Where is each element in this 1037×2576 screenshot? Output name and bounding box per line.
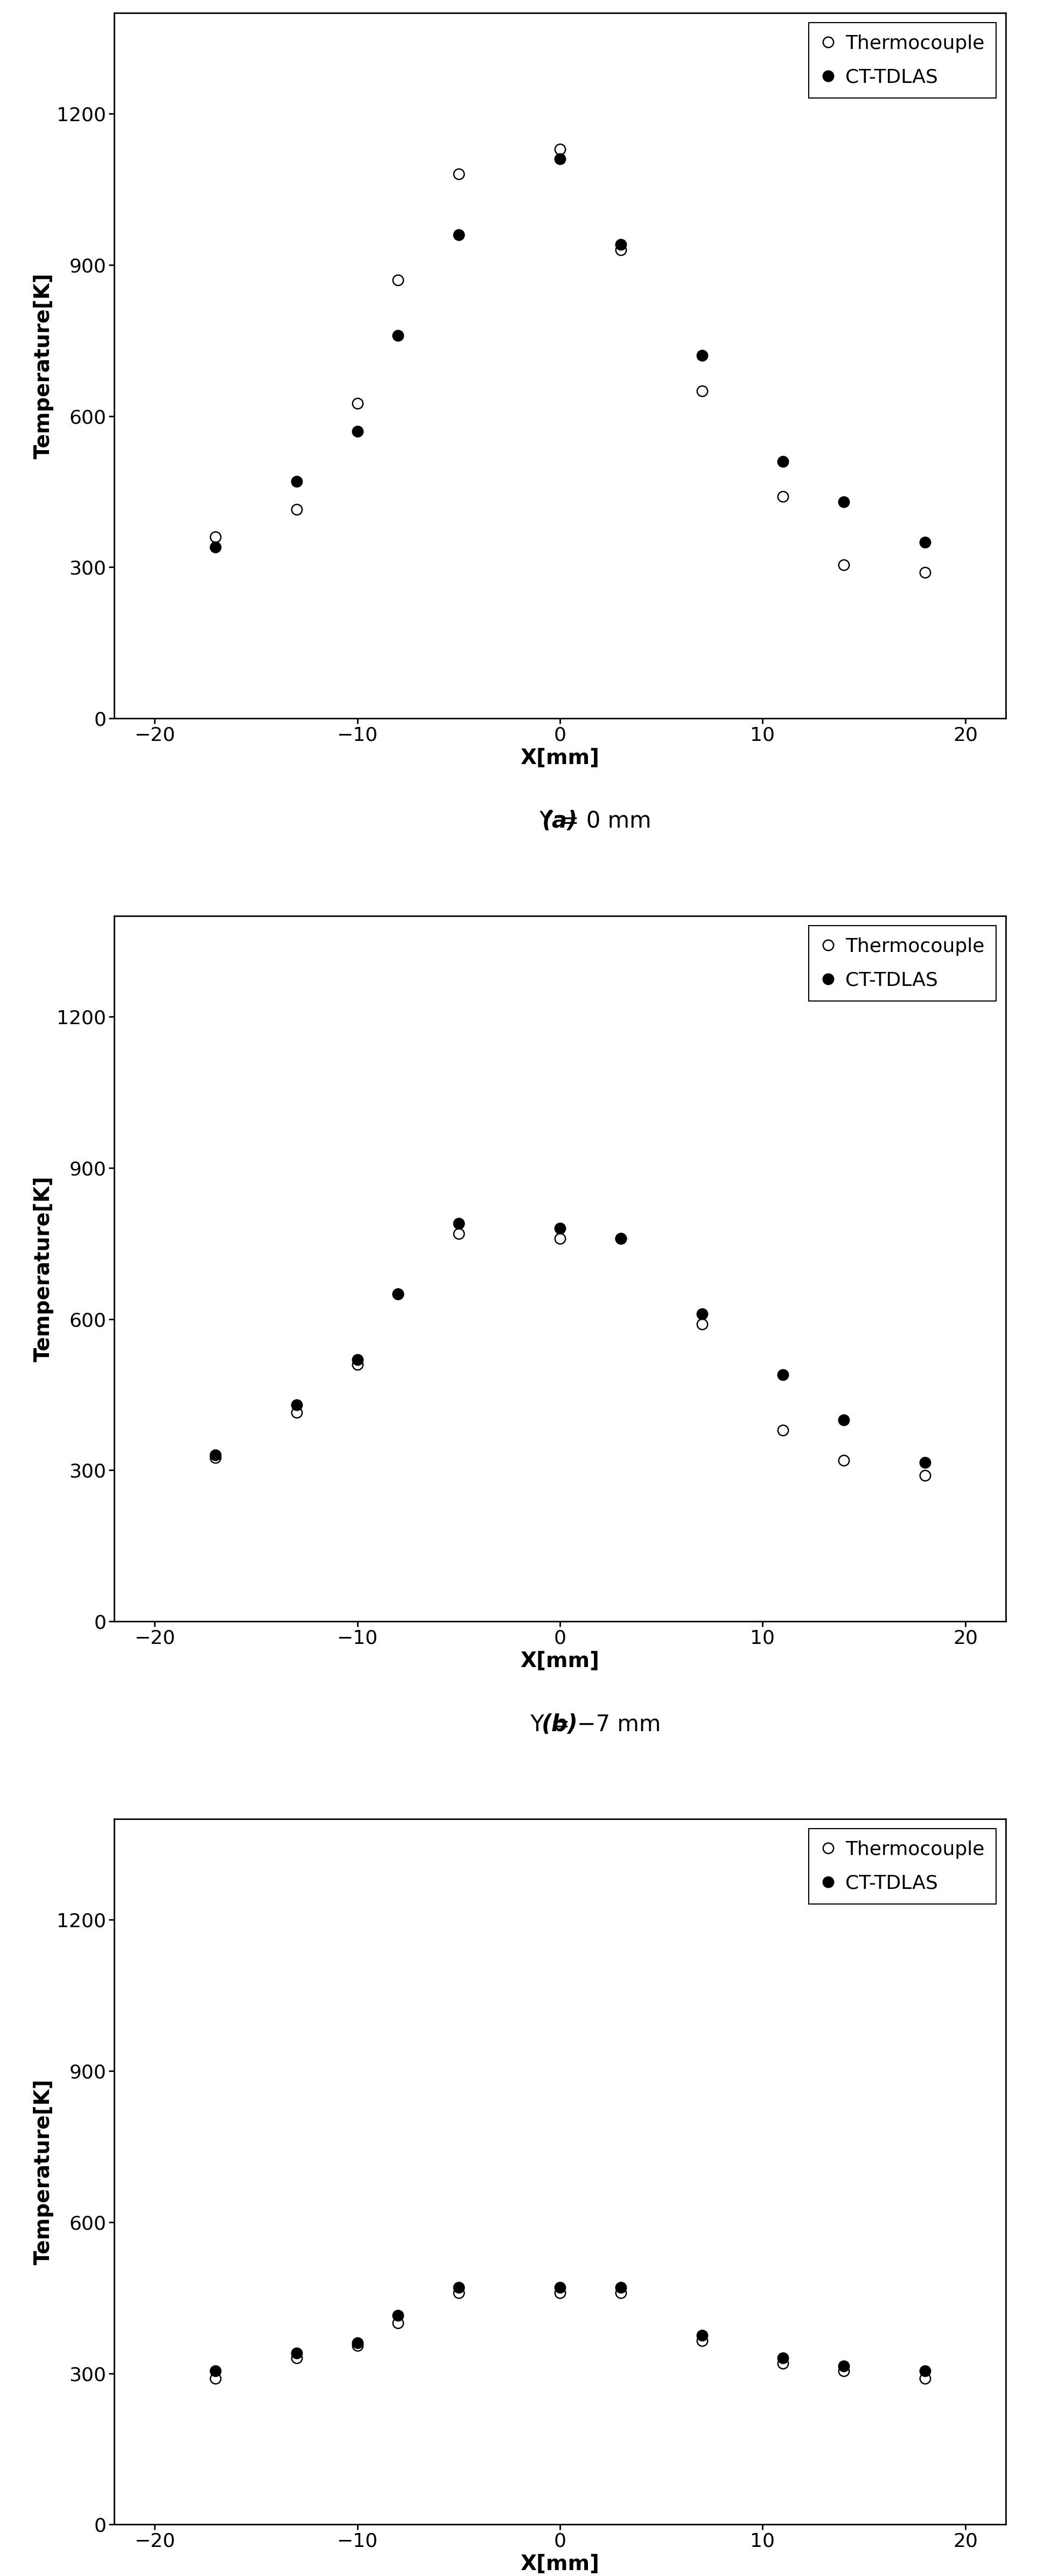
CT-TDLAS bbox=[838, 1404, 850, 1435]
Thermocouple bbox=[777, 482, 789, 513]
CT-TDLAS bbox=[392, 1278, 404, 1309]
Thermocouple bbox=[452, 1218, 465, 1249]
Thermocouple bbox=[696, 1309, 708, 1340]
Thermocouple bbox=[696, 376, 708, 407]
CT-TDLAS bbox=[696, 1298, 708, 1329]
Thermocouple bbox=[290, 495, 303, 526]
Thermocouple bbox=[392, 1278, 404, 1309]
Thermocouple bbox=[696, 2326, 708, 2357]
CT-TDLAS bbox=[615, 229, 627, 260]
CT-TDLAS bbox=[352, 415, 364, 446]
CT-TDLAS bbox=[452, 1208, 465, 1239]
CT-TDLAS bbox=[452, 219, 465, 250]
Thermocouple bbox=[615, 1224, 627, 1255]
CT-TDLAS bbox=[838, 487, 850, 518]
X-axis label: X[mm]: X[mm] bbox=[521, 2553, 599, 2573]
Thermocouple bbox=[209, 2362, 222, 2393]
Thermocouple bbox=[352, 2331, 364, 2362]
Thermocouple bbox=[838, 549, 850, 580]
CT-TDLAS bbox=[696, 340, 708, 371]
CT-TDLAS bbox=[209, 531, 222, 562]
Legend: Thermocouple, CT-TDLAS: Thermocouple, CT-TDLAS bbox=[809, 23, 997, 98]
Thermocouple bbox=[615, 2277, 627, 2308]
Thermocouple bbox=[392, 2308, 404, 2339]
Thermocouple bbox=[392, 265, 404, 296]
CT-TDLAS bbox=[452, 2272, 465, 2303]
Text: (a): (a) bbox=[542, 809, 578, 832]
CT-TDLAS bbox=[615, 2272, 627, 2303]
Thermocouple bbox=[838, 1445, 850, 1476]
CT-TDLAS bbox=[290, 1388, 303, 1419]
X-axis label: X[mm]: X[mm] bbox=[521, 747, 599, 768]
CT-TDLAS bbox=[209, 2354, 222, 2385]
CT-TDLAS bbox=[554, 144, 566, 175]
Line: CT-TDLAS: CT-TDLAS bbox=[211, 1218, 930, 1468]
CT-TDLAS bbox=[352, 1345, 364, 1376]
Thermocouple bbox=[290, 1396, 303, 1427]
CT-TDLAS bbox=[290, 466, 303, 497]
CT-TDLAS bbox=[696, 2321, 708, 2352]
CT-TDLAS bbox=[777, 2342, 789, 2372]
Legend: Thermocouple, CT-TDLAS: Thermocouple, CT-TDLAS bbox=[809, 925, 997, 1002]
Text: Y = 0 mm: Y = 0 mm bbox=[533, 809, 651, 832]
Line: Thermocouple: Thermocouple bbox=[211, 1229, 930, 1481]
Y-axis label: Temperature[K]: Temperature[K] bbox=[33, 273, 54, 459]
Y-axis label: Temperature[K]: Temperature[K] bbox=[33, 2079, 54, 2264]
CT-TDLAS bbox=[919, 1448, 931, 1479]
Line: CT-TDLAS: CT-TDLAS bbox=[211, 2282, 930, 2375]
CT-TDLAS bbox=[919, 2354, 931, 2385]
Thermocouple bbox=[554, 134, 566, 165]
X-axis label: X[mm]: X[mm] bbox=[521, 1651, 599, 1672]
CT-TDLAS bbox=[352, 2329, 364, 2360]
Line: Thermocouple: Thermocouple bbox=[211, 144, 930, 577]
CT-TDLAS bbox=[615, 1224, 627, 1255]
CT-TDLAS bbox=[554, 2272, 566, 2303]
Thermocouple bbox=[615, 234, 627, 265]
Line: CT-TDLAS: CT-TDLAS bbox=[211, 155, 930, 551]
Thermocouple bbox=[452, 2277, 465, 2308]
CT-TDLAS bbox=[838, 2349, 850, 2380]
CT-TDLAS bbox=[777, 1360, 789, 1391]
Thermocouple bbox=[777, 2347, 789, 2378]
Thermocouple bbox=[352, 1350, 364, 1381]
Thermocouple bbox=[209, 520, 222, 551]
Thermocouple bbox=[554, 1224, 566, 1255]
Thermocouple bbox=[838, 2354, 850, 2385]
Line: Thermocouple: Thermocouple bbox=[211, 2287, 930, 2383]
Thermocouple bbox=[919, 556, 931, 587]
Thermocouple bbox=[452, 160, 465, 191]
Thermocouple bbox=[352, 389, 364, 420]
Thermocouple bbox=[919, 2362, 931, 2393]
CT-TDLAS bbox=[209, 1440, 222, 1471]
CT-TDLAS bbox=[392, 319, 404, 350]
Thermocouple bbox=[209, 1443, 222, 1473]
CT-TDLAS bbox=[290, 2336, 303, 2367]
CT-TDLAS bbox=[392, 2300, 404, 2331]
Y-axis label: Temperature[K]: Temperature[K] bbox=[33, 1175, 54, 1363]
CT-TDLAS bbox=[777, 446, 789, 477]
Legend: Thermocouple, CT-TDLAS: Thermocouple, CT-TDLAS bbox=[809, 1829, 997, 1904]
Thermocouple bbox=[777, 1414, 789, 1445]
Thermocouple bbox=[919, 1461, 931, 1492]
Text: (b): (b) bbox=[541, 1713, 579, 1736]
CT-TDLAS bbox=[554, 1213, 566, 1244]
Thermocouple bbox=[554, 2277, 566, 2308]
Text: Y = −7 mm: Y = −7 mm bbox=[524, 1713, 661, 1736]
CT-TDLAS bbox=[919, 526, 931, 556]
Thermocouple bbox=[290, 2342, 303, 2372]
